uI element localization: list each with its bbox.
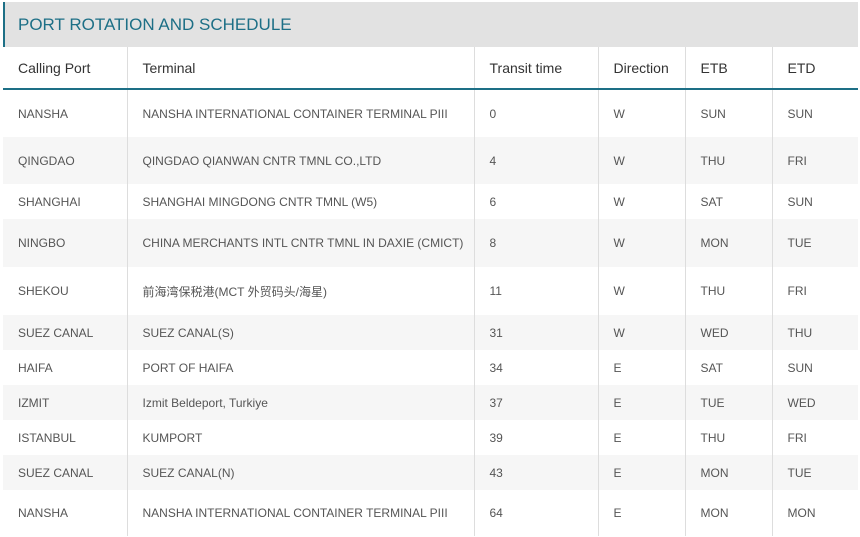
table-body: NANSHA NANSHA INTERNATIONAL CONTAINER TER… <box>3 89 858 536</box>
table-cell: 31 <box>474 315 599 350</box>
column-header: Calling Port <box>3 47 128 90</box>
table-cell: 11 <box>474 267 599 315</box>
table-cell: 43 <box>474 455 599 490</box>
table-cell: Izmit Beldeport, Turkiye <box>127 385 475 420</box>
table-cell: TUE <box>787 465 812 480</box>
table-cell: QINGDAO QIANWAN CNTR TMNL CO.,LTD <box>127 137 475 184</box>
table-cell: 39 <box>474 420 599 455</box>
table-cell: WED <box>787 395 816 410</box>
table-row: SHEKOU 前海湾保税港(MCT 外贸码头/海星) 11 W THU FRI <box>3 267 858 315</box>
table-cell: PORT OF HAIFA <box>127 350 475 385</box>
table-cell: THU <box>685 420 773 455</box>
table-cell: 8 <box>474 219 599 267</box>
table-cell: E <box>598 350 686 385</box>
table-row: NANSHA NANSHA INTERNATIONAL CONTAINER TER… <box>3 490 858 536</box>
table-cell: MON <box>685 455 773 490</box>
table-cell: 34 <box>474 350 599 385</box>
table-cell: NANSHA <box>3 490 128 536</box>
table-cell: W <box>598 184 686 219</box>
table-cell: SUN <box>787 360 813 375</box>
table-cell: MON <box>685 490 773 536</box>
table-cell: 64 <box>474 490 599 536</box>
column-header: Direction <box>598 47 686 90</box>
table-cell: NANSHA <box>3 89 128 137</box>
table-cell: 0 <box>474 89 599 137</box>
table-cell: NINGBO <box>3 219 128 267</box>
table-cell: WED <box>685 315 773 350</box>
table-cell: SUN <box>685 89 773 137</box>
table-row: ISTANBUL KUMPORT 39 E THU FRI <box>3 420 858 455</box>
table-cell: SAT <box>685 184 773 219</box>
column-header: Transit time <box>474 47 599 90</box>
table-cell: THU <box>685 267 773 315</box>
column-header: ETB <box>685 47 773 90</box>
table-cell: MON <box>787 506 816 520</box>
table-cell: FRI <box>787 153 807 168</box>
table-cell: SHEKOU <box>3 267 128 315</box>
table-cell: W <box>598 219 686 267</box>
table-cell: SUEZ CANAL <box>3 455 128 490</box>
table-cell: CHINA MERCHANTS INTL CNTR TMNL IN DAXIE … <box>127 219 475 267</box>
panel-title: PORT ROTATION AND SCHEDULE <box>3 2 858 47</box>
table-cell: KUMPORT <box>127 420 475 455</box>
table-cell: E <box>598 420 686 455</box>
table-row: NANSHA NANSHA INTERNATIONAL CONTAINER TER… <box>3 89 858 137</box>
table-row: SHANGHAI SHANGHAI MINGDONG CNTR TMNL (W5)… <box>3 184 858 219</box>
table-cell: E <box>598 385 686 420</box>
table-cell: E <box>598 490 686 536</box>
schedule-panel: PORT ROTATION AND SCHEDULE Calling Port T… <box>3 2 858 536</box>
table-row: IZMIT Izmit Beldeport, Turkiye 37 E TUE WED <box>3 385 858 420</box>
table-head: Calling Port Terminal Transit time Directio… <box>3 47 858 90</box>
table-cell: ISTANBUL <box>3 420 128 455</box>
table-cell: W <box>598 89 686 137</box>
table-cell: NANSHA INTERNATIONAL CONTAINER TERMINAL … <box>127 490 475 536</box>
table-cell: SHANGHAI MINGDONG CNTR TMNL (W5) <box>127 184 475 219</box>
header-row: Calling Port Terminal Transit time Directio… <box>3 47 858 90</box>
table-cell: SHANGHAI <box>3 184 128 219</box>
table-cell: 6 <box>474 184 599 219</box>
table-cell: NANSHA INTERNATIONAL CONTAINER TERMINAL … <box>127 89 475 137</box>
table-cell: SUEZ CANAL(N) <box>127 455 475 490</box>
table-cell: SUEZ CANAL(S) <box>127 315 475 350</box>
table-cell: SAT <box>685 350 773 385</box>
table-cell: FRI <box>787 284 807 298</box>
table-cell: W <box>598 137 686 184</box>
column-header: Terminal <box>127 47 475 90</box>
table-cell: 4 <box>474 137 599 184</box>
table-row: QINGDAO QINGDAO QIANWAN CNTR TMNL CO.,LTD… <box>3 137 858 184</box>
table-cell: 37 <box>474 385 599 420</box>
table-cell: TUE <box>685 385 773 420</box>
table-cell: IZMIT <box>3 385 128 420</box>
table-cell: SUEZ CANAL <box>3 315 128 350</box>
table-cell: THU <box>685 137 773 184</box>
table-row: NINGBO CHINA MERCHANTS INTL CNTR TMNL IN … <box>3 219 858 267</box>
table-cell: SUN <box>787 106 813 121</box>
schedule-table: Calling Port Terminal Transit time Directio… <box>3 47 858 536</box>
table-cell: W <box>598 267 686 315</box>
table-cell: W <box>598 315 686 350</box>
table-row: SUEZ CANAL SUEZ CANAL(N) 43 E MON TUE <box>3 455 858 490</box>
table-row: HAIFA PORT OF HAIFA 34 E SAT SUN <box>3 350 858 385</box>
table-row: SUEZ CANAL SUEZ CANAL(S) 31 W WED THU <box>3 315 858 350</box>
table-cell: FRI <box>787 430 807 445</box>
table-cell: 前海湾保税港(MCT 外贸码头/海星) <box>127 267 475 315</box>
table-cell: E <box>598 455 686 490</box>
table-cell: SUN <box>787 194 813 209</box>
table-cell: TUE <box>787 236 812 250</box>
table-cell: THU <box>787 325 813 340</box>
table-cell: MON <box>685 219 773 267</box>
table-cell: QINGDAO <box>3 137 128 184</box>
column-header: ETD <box>772 47 858 90</box>
table-cell: HAIFA <box>3 350 128 385</box>
